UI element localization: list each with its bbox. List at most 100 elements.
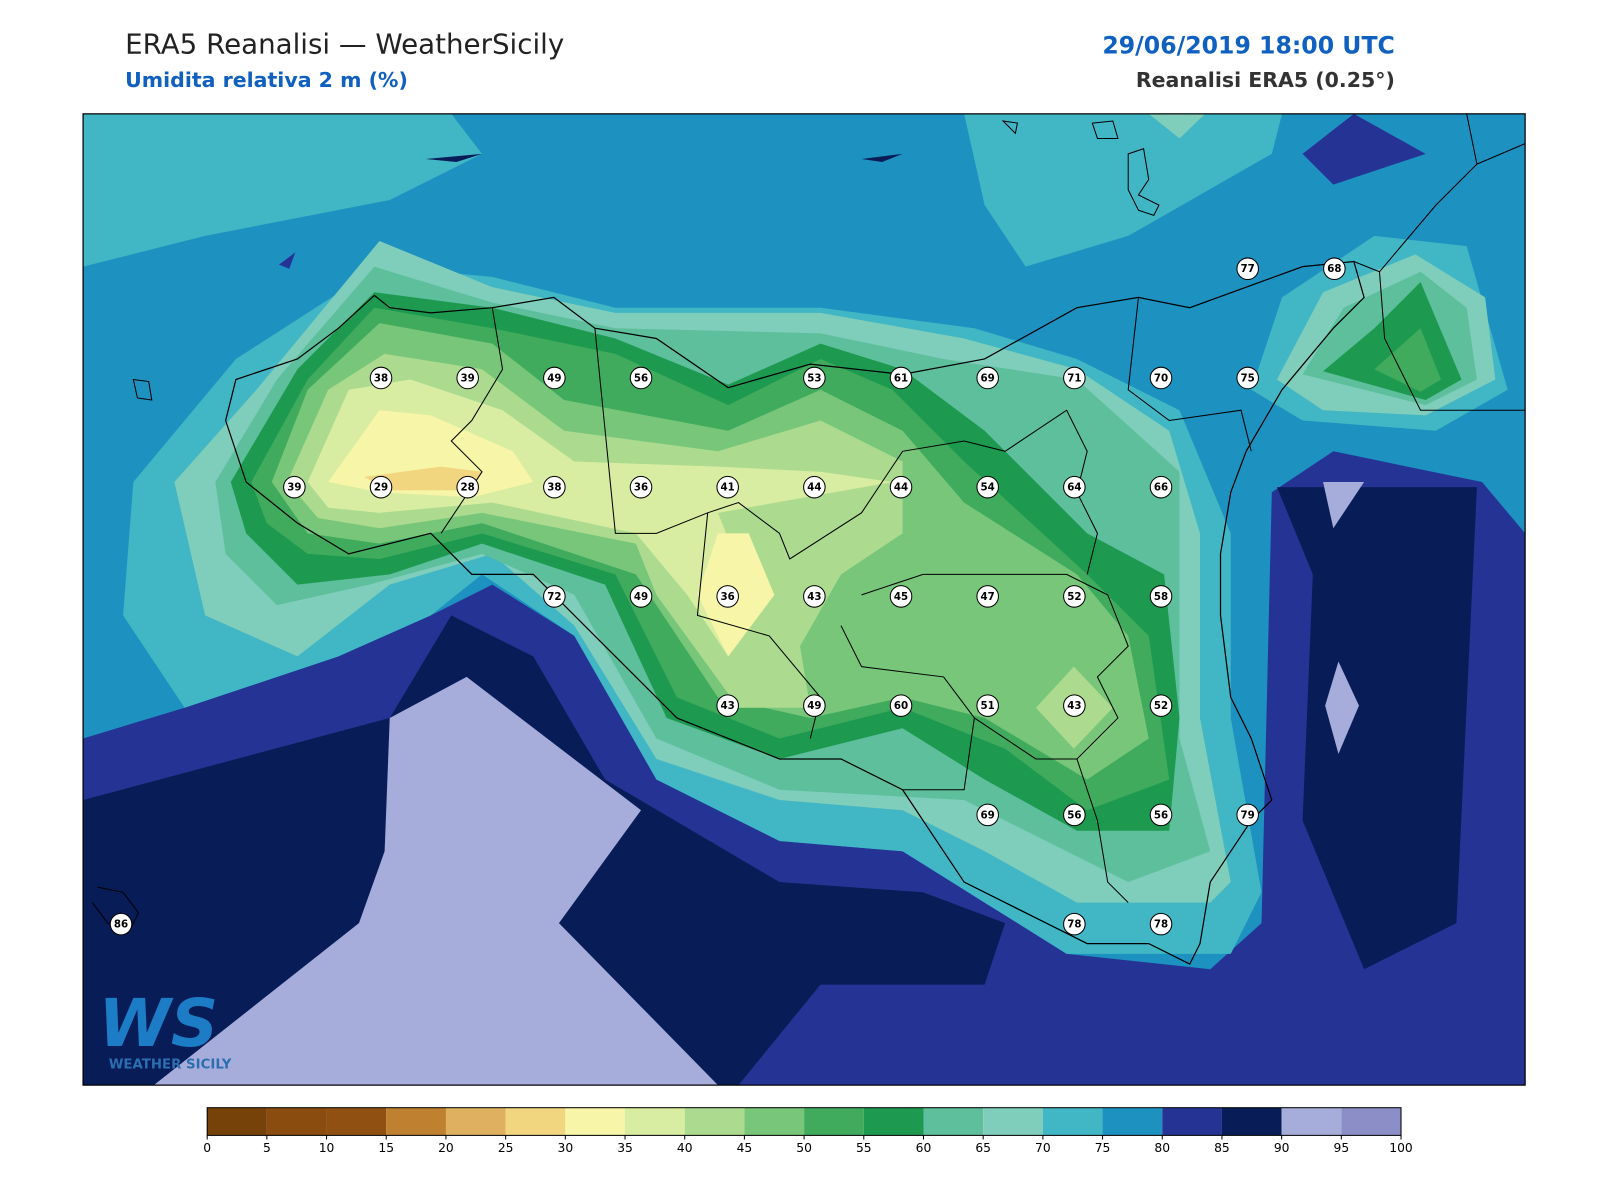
colorbar-swatch bbox=[625, 1107, 685, 1136]
station-marker bbox=[976, 585, 999, 608]
station-marker bbox=[889, 475, 913, 499]
station-marker bbox=[1149, 475, 1173, 499]
colorbar-swatch bbox=[565, 1107, 626, 1136]
station-marker bbox=[369, 366, 393, 390]
colorbar-tick-label: 0 bbox=[203, 1141, 211, 1155]
station-marker bbox=[976, 475, 999, 499]
station-value: 68 bbox=[1327, 263, 1341, 275]
colorbar-swatch bbox=[445, 1107, 506, 1136]
colorbar-swatch bbox=[1221, 1107, 1282, 1136]
station-value: 36 bbox=[634, 482, 648, 494]
colorbar-swatch bbox=[505, 1107, 566, 1136]
station-marker bbox=[1063, 585, 1086, 608]
station-marker bbox=[283, 475, 306, 499]
colorbar-tick-label: 55 bbox=[856, 1141, 872, 1155]
logo-mark: WS bbox=[98, 986, 218, 1062]
station-value: 64 bbox=[1067, 482, 1081, 494]
station-marker bbox=[1063, 694, 1086, 717]
station-value: 43 bbox=[721, 700, 735, 712]
station-value: 56 bbox=[1154, 809, 1168, 821]
station-marker bbox=[889, 694, 913, 717]
station-marker bbox=[716, 694, 739, 717]
colorbar-tick-label: 95 bbox=[1334, 1141, 1350, 1155]
station-value: 41 bbox=[721, 482, 735, 494]
colorbar-tick-label: 30 bbox=[558, 1141, 574, 1155]
station-value: 79 bbox=[1241, 809, 1255, 821]
colorbar-tick-label: 100 bbox=[1389, 1141, 1412, 1155]
station-marker bbox=[803, 585, 826, 608]
colorbar-tick-label: 90 bbox=[1274, 1141, 1290, 1155]
station-value: 75 bbox=[1241, 372, 1255, 384]
logo-text: WEATHER SICILY bbox=[109, 1058, 232, 1073]
station-marker bbox=[1063, 366, 1086, 390]
station-marker bbox=[1236, 366, 1259, 390]
station-marker bbox=[456, 475, 479, 499]
colorbar-swatch bbox=[1162, 1107, 1222, 1136]
station-marker bbox=[629, 475, 653, 499]
station-value: 69 bbox=[981, 809, 995, 821]
station-value: 36 bbox=[721, 591, 735, 603]
colorbar-tick-label: 5 bbox=[263, 1141, 271, 1155]
station-marker bbox=[889, 585, 913, 608]
datetime: 29/06/2019 18:00 UTC bbox=[1102, 31, 1394, 59]
station-value: 45 bbox=[894, 591, 908, 603]
station-marker bbox=[716, 475, 739, 499]
station-value: 56 bbox=[634, 372, 648, 384]
station-marker bbox=[543, 475, 566, 499]
station-marker bbox=[803, 475, 826, 499]
station-value: 70 bbox=[1154, 372, 1168, 384]
map: 77 68 38 39 49 56 53 61 69 71 70 75 39 29 28 38 36 41 44 44… bbox=[83, 113, 1526, 1086]
station-value: 51 bbox=[981, 700, 995, 712]
station-marker bbox=[1149, 366, 1173, 390]
colorbar-swatch bbox=[684, 1107, 745, 1136]
colorbar-swatch bbox=[386, 1107, 446, 1136]
station-value: 58 bbox=[1154, 591, 1168, 603]
station-value: 71 bbox=[1067, 372, 1081, 384]
station-value: 39 bbox=[287, 482, 301, 494]
station-marker bbox=[976, 694, 999, 717]
colorbar-tick-label: 80 bbox=[1154, 1141, 1170, 1155]
station-value: 66 bbox=[1154, 482, 1168, 494]
subtitle: Umidita relativa 2 m (%) bbox=[125, 68, 408, 92]
station-marker bbox=[629, 585, 653, 608]
station-value: 49 bbox=[634, 591, 648, 603]
station-marker bbox=[629, 366, 653, 390]
station-value: 61 bbox=[894, 372, 908, 384]
colorbar-swatch bbox=[1042, 1107, 1103, 1136]
station-marker bbox=[1149, 803, 1173, 827]
title: ERA5 Reanalisi — WeatherSicily bbox=[125, 27, 564, 60]
station-marker bbox=[456, 366, 479, 390]
colorbar-tick-label: 10 bbox=[319, 1141, 335, 1155]
station-value: 56 bbox=[1067, 809, 1081, 821]
station-value: 29 bbox=[374, 482, 388, 494]
station-value: 49 bbox=[807, 700, 821, 712]
station-value: 38 bbox=[547, 482, 561, 494]
colorbar-swatch bbox=[744, 1107, 805, 1136]
colorbar-swatch bbox=[863, 1107, 924, 1136]
station-marker bbox=[109, 912, 133, 936]
colorbar-swatch bbox=[1341, 1107, 1402, 1136]
colorbar-tick-label: 50 bbox=[796, 1141, 812, 1155]
station-value: 52 bbox=[1067, 591, 1081, 603]
station-value: 78 bbox=[1067, 919, 1081, 931]
station-value: 86 bbox=[114, 919, 128, 931]
colorbar-swatch bbox=[207, 1107, 267, 1136]
colorbar-tick-label: 25 bbox=[498, 1141, 514, 1155]
station-value: 28 bbox=[461, 482, 475, 494]
station-value: 69 bbox=[981, 372, 995, 384]
station-value: 49 bbox=[547, 372, 561, 384]
station-marker bbox=[1236, 803, 1259, 827]
map-frame bbox=[82, 113, 1526, 1086]
colorbar-tick-label: 60 bbox=[916, 1141, 932, 1155]
station-marker bbox=[1063, 912, 1086, 936]
station-layer: 77 68 38 39 49 56 53 61 69 71 70 75 39 29 28 38 36 41 44 44… bbox=[109, 257, 1346, 936]
colorbar-swatch bbox=[983, 1107, 1043, 1136]
station-marker bbox=[1236, 257, 1259, 280]
colorbar-tick-label: 85 bbox=[1214, 1141, 1230, 1155]
station-marker bbox=[976, 366, 999, 390]
station-value: 47 bbox=[981, 591, 995, 603]
colorbar: 0 5 10 15 20 25 30 35 40 45 50 55 60 65 70 75 80 85 90 95 10… bbox=[203, 1107, 1413, 1155]
colorbar-swatch bbox=[326, 1107, 387, 1136]
station-value: 72 bbox=[547, 591, 561, 603]
station-marker bbox=[1063, 803, 1086, 827]
